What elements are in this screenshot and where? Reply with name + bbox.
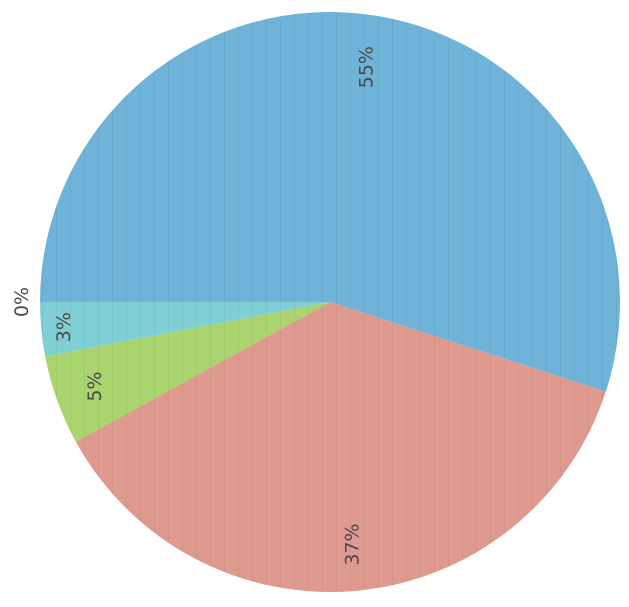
pie-slice-texture — [75, 302, 606, 592]
pie-slice-texture — [40, 302, 330, 357]
slice-label: 0% — [11, 287, 33, 317]
pie-slice-texture — [40, 12, 621, 392]
slice-label: 55% — [356, 46, 378, 88]
pie-slice-texture — [45, 302, 331, 442]
slice-label: 5% — [84, 371, 106, 401]
slice-label: 37% — [341, 523, 363, 565]
slice-label: 3% — [53, 312, 75, 342]
